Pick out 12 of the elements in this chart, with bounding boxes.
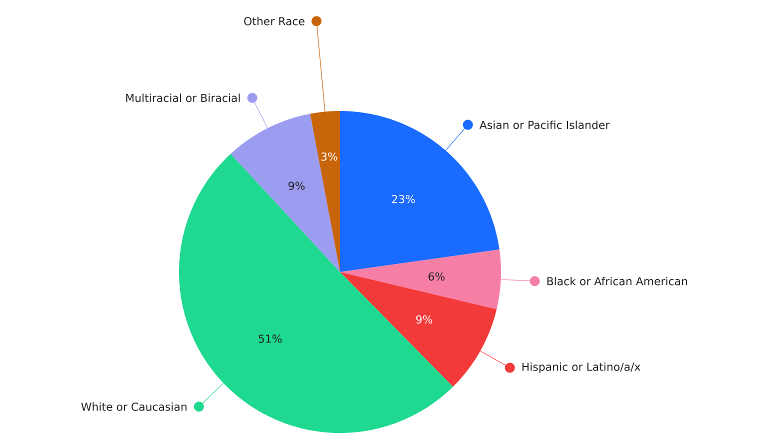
- slice-label: Multiracial or Biracial: [126, 94, 240, 102]
- slice-label: Other Race: [244, 16, 304, 26]
- legend-label: Hispanic or Latino/a/x: [522, 362, 640, 374]
- legend-label: Black or African American: [547, 276, 688, 286]
- data-label: 9%: [288, 182, 305, 190]
- legend-label: Asian or Pacific Islander: [480, 120, 610, 130]
- data-label: 9%: [416, 315, 432, 324]
- slice-label: White or Caucasian: [81, 402, 186, 411]
- data-label: 51%: [258, 334, 282, 343]
- data-label: 6%: [428, 272, 445, 281]
- data-label: 23%: [392, 194, 415, 204]
- data-label: 3%: [321, 152, 338, 161]
